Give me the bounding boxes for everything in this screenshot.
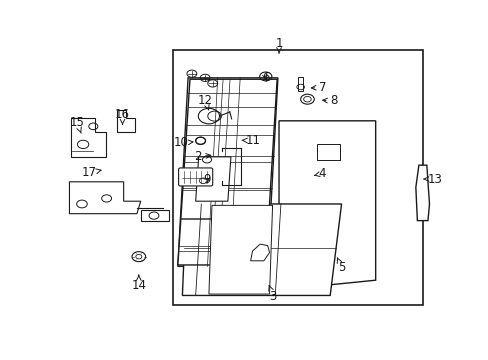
Text: 17: 17: [81, 166, 101, 179]
Text: 16: 16: [115, 108, 130, 124]
Polygon shape: [415, 165, 428, 221]
Text: 5: 5: [337, 258, 345, 274]
Text: 7: 7: [311, 81, 325, 94]
Polygon shape: [178, 78, 277, 266]
Text: 13: 13: [423, 172, 442, 185]
Polygon shape: [141, 210, 169, 221]
Polygon shape: [195, 157, 230, 201]
Text: 8: 8: [322, 94, 337, 107]
Polygon shape: [208, 205, 272, 294]
Text: 9: 9: [203, 174, 210, 186]
Polygon shape: [117, 110, 135, 132]
FancyBboxPatch shape: [178, 168, 212, 186]
Text: 4: 4: [314, 167, 325, 180]
Bar: [316, 144, 339, 159]
Polygon shape: [70, 118, 105, 157]
Polygon shape: [279, 121, 375, 290]
Text: 2: 2: [193, 150, 210, 163]
Text: 11: 11: [242, 134, 261, 147]
Polygon shape: [178, 79, 277, 265]
Text: 3: 3: [268, 285, 277, 303]
Bar: [173, 50, 422, 305]
Polygon shape: [297, 77, 302, 91]
Polygon shape: [182, 204, 341, 296]
Polygon shape: [250, 244, 269, 261]
Text: 6: 6: [262, 71, 269, 84]
Text: 15: 15: [69, 116, 84, 133]
Text: 1: 1: [275, 37, 282, 53]
Text: 12: 12: [197, 94, 212, 110]
Polygon shape: [69, 182, 141, 214]
Text: 14: 14: [131, 275, 146, 292]
Text: 10: 10: [173, 136, 193, 149]
